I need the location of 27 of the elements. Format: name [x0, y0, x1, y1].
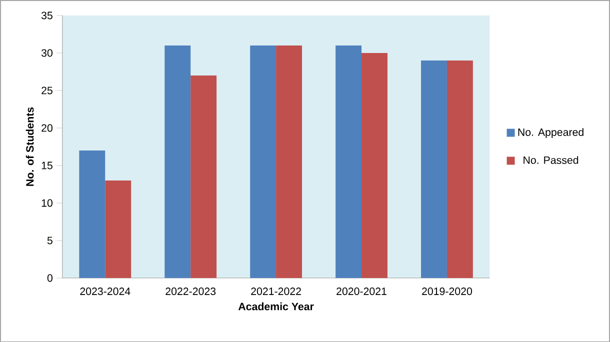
x-tick-label: 2022-2023 — [166, 287, 216, 295]
y-tick-label: 5 — [47, 236, 52, 244]
bar — [336, 45, 362, 278]
y-tick-label: 10 — [42, 199, 52, 207]
bar — [105, 180, 132, 278]
x-tick-label: 2021-2022 — [251, 287, 301, 295]
bar — [79, 150, 106, 278]
x-tick-label: 2023-2024 — [80, 287, 130, 295]
y-axis-title: No. of Students — [26, 107, 34, 186]
legend-label: No. Appeared — [518, 128, 584, 138]
x-axis-title: Academic Year — [238, 302, 314, 310]
x-tick-label: 2020-2021 — [336, 287, 386, 295]
y-tick-label: 25 — [42, 86, 52, 94]
bar — [276, 45, 302, 278]
bar — [446, 60, 473, 278]
y-tick-label: 0 — [47, 274, 52, 282]
x-tick-label: 2019-2020 — [422, 287, 472, 295]
bar — [362, 52, 388, 278]
y-tick-label: 35 — [41, 11, 52, 20]
y-tick-label: 15 — [42, 162, 52, 170]
bar — [164, 45, 191, 278]
bar — [421, 60, 447, 278]
bar — [190, 75, 217, 278]
y-tick-label: 20 — [42, 124, 52, 132]
y-tick-label: 30 — [41, 49, 52, 57]
legend-label: No. Passed — [524, 156, 578, 164]
bar — [250, 45, 276, 278]
